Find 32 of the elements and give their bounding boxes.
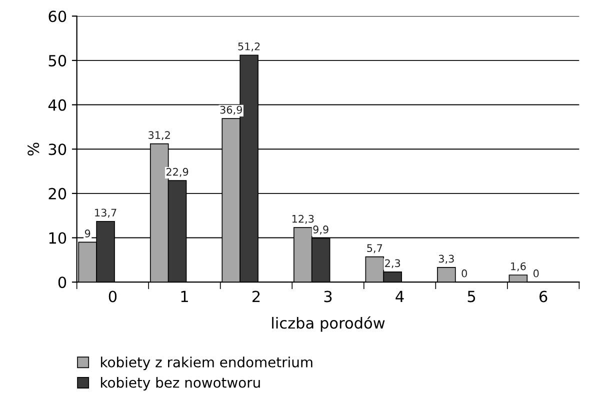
y-tick-label: 60 xyxy=(48,10,66,22)
x-tick-label: 1 xyxy=(181,290,188,302)
data-label: 13,7 xyxy=(95,208,116,218)
data-label: 9,9 xyxy=(313,226,328,234)
y-axis-title: % xyxy=(28,142,40,156)
y-tick-label: 30 xyxy=(48,144,66,156)
y-tick-label: 10 xyxy=(49,232,66,244)
x-tick-label: 3 xyxy=(324,290,332,302)
data-label: 0 xyxy=(462,269,467,278)
data-label: 51,2 xyxy=(238,42,260,52)
data-label: 2,3 xyxy=(385,259,400,268)
data-label: 36,9 xyxy=(220,106,242,115)
data-label: 12,3 xyxy=(292,214,314,224)
y-tick-label: 0 xyxy=(58,276,66,288)
data-label: 31,2 xyxy=(148,131,170,140)
x-tick-label: 4 xyxy=(396,290,404,302)
y-tick-label: 50 xyxy=(48,54,66,66)
y-tick-label: 40 xyxy=(48,99,66,111)
y-tick-label: 20 xyxy=(48,188,66,200)
data-label: 5,7 xyxy=(367,244,382,254)
data-label: 9 xyxy=(84,230,90,238)
x-tick-label: 6 xyxy=(540,290,548,302)
data-label: 1,6 xyxy=(511,262,526,272)
data-label: 3,3 xyxy=(438,254,454,264)
data-label: 0 xyxy=(533,269,539,278)
legend-label: kobiety bez nowotworu xyxy=(100,377,260,390)
legend-label: kobiety z rakiem endometrium xyxy=(100,356,312,370)
x-tick-label: 2 xyxy=(252,290,260,302)
x-tick-label: 0 xyxy=(108,290,117,302)
x-tick-label: 5 xyxy=(468,290,476,302)
data-label: 22,9 xyxy=(166,168,188,177)
x-axis-title: liczba porodów xyxy=(272,316,385,332)
